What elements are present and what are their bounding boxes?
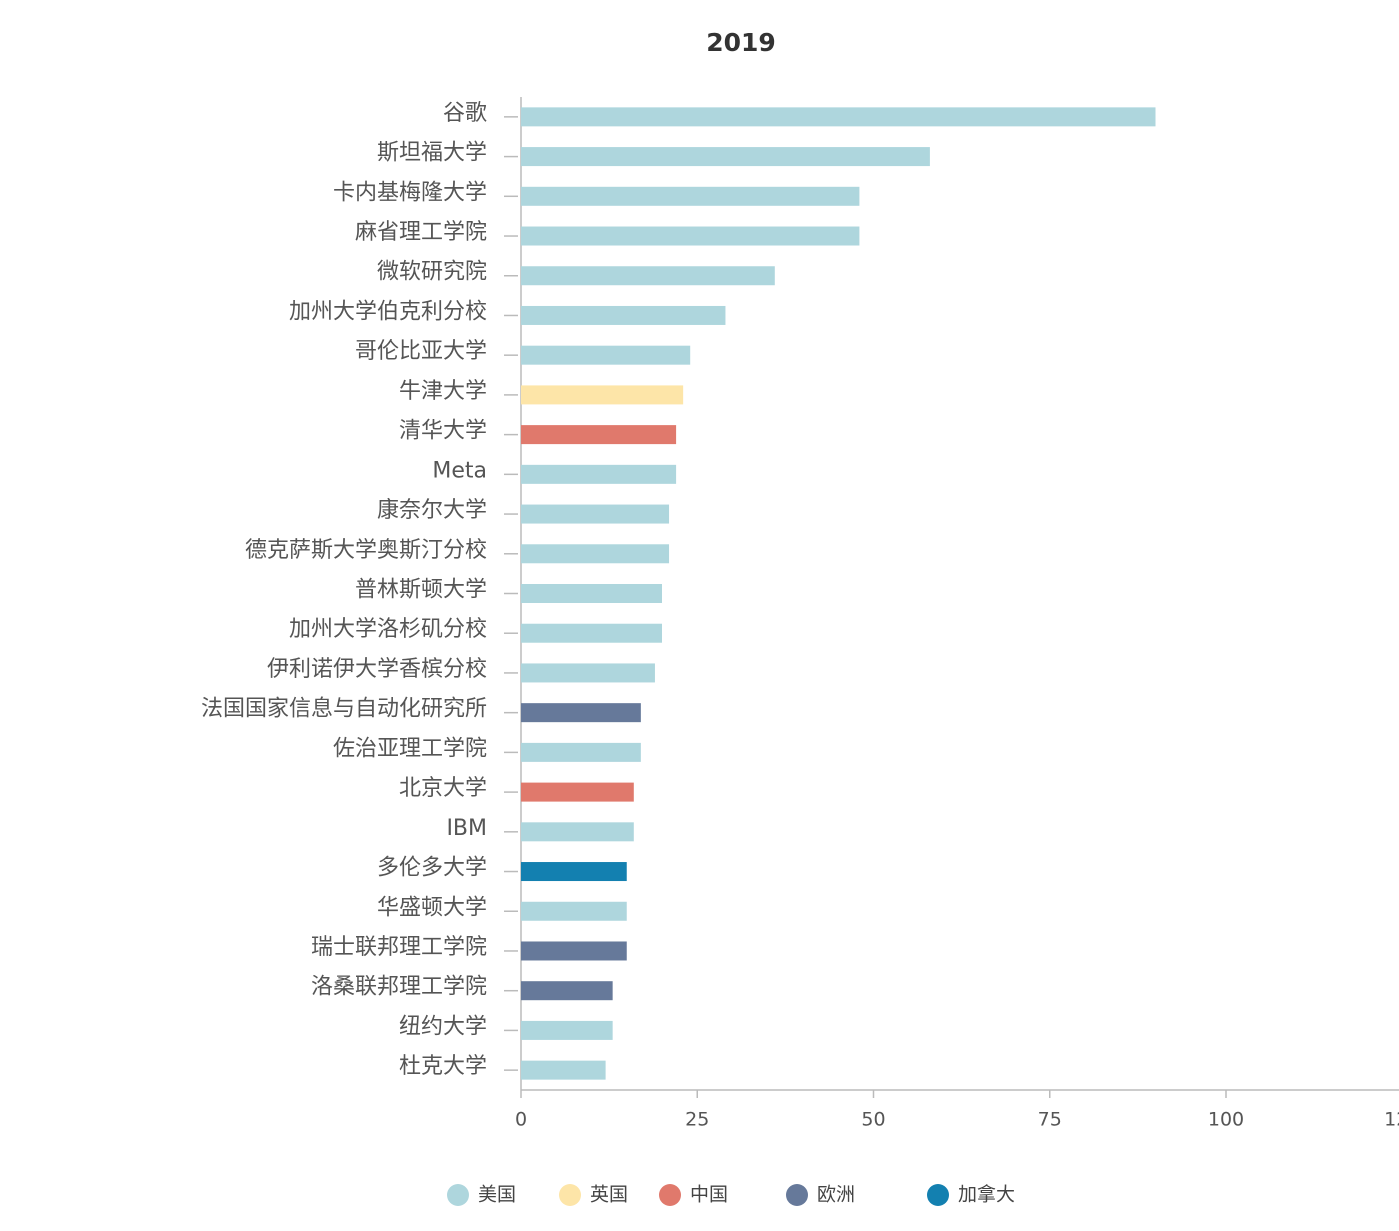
y-tick-label: 康奈尔大学 xyxy=(377,498,487,523)
legend-label: 欧洲 xyxy=(817,1184,855,1206)
y-tick-label: 佐治亚理工学院 xyxy=(333,736,487,761)
legend-swatch xyxy=(786,1184,808,1206)
y-tick-label: 纽约大学 xyxy=(399,1014,487,1039)
legend-label: 英国 xyxy=(590,1184,628,1206)
bar xyxy=(521,464,677,484)
y-tick-label: 加州大学伯克利分校 xyxy=(289,299,487,324)
y-tick-label: 法国国家信息与自动化研究所 xyxy=(201,697,487,722)
y-tick-label: 麻省理工学院 xyxy=(355,220,487,245)
legend-label: 中国 xyxy=(690,1184,728,1206)
legend-label: 美国 xyxy=(478,1184,516,1206)
bar xyxy=(521,901,627,921)
bar xyxy=(521,703,641,723)
bar xyxy=(521,147,930,167)
bar xyxy=(521,345,691,365)
legend-label: 加拿大 xyxy=(958,1183,1015,1206)
y-tick-label: 杜克大学 xyxy=(399,1054,487,1079)
y-tick-label: 哥伦比亚大学 xyxy=(355,339,487,364)
bar xyxy=(521,663,655,683)
bar xyxy=(521,544,670,564)
y-tick-label: 斯坦福大学 xyxy=(377,141,487,166)
x-tick-label: 125 xyxy=(1384,1109,1399,1131)
chart-title: 2019 xyxy=(706,28,776,57)
y-tick-label: 瑞士联邦理工学院 xyxy=(311,935,487,960)
bar xyxy=(521,584,662,603)
bar xyxy=(521,305,726,325)
bar xyxy=(521,385,684,405)
bar xyxy=(521,862,627,882)
bar xyxy=(521,981,613,1001)
y-tick-label: 清华大学 xyxy=(399,419,487,444)
bar xyxy=(521,782,634,802)
bar xyxy=(521,107,1156,127)
y-tick-label: 微软研究院 xyxy=(377,260,487,285)
y-tick-label: 多伦多大学 xyxy=(377,856,487,881)
legend-swatch xyxy=(447,1184,469,1206)
bar xyxy=(521,186,860,206)
bar xyxy=(521,1020,613,1040)
y-tick-label: 洛桑联邦理工学院 xyxy=(311,975,487,1000)
x-tick-label: 25 xyxy=(685,1109,709,1131)
legend-swatch xyxy=(927,1184,949,1206)
y-tick-label: 伊利诺伊大学香槟分校 xyxy=(267,657,487,682)
y-tick-label: 普林斯顿大学 xyxy=(355,578,487,603)
y-tick-label: 德克萨斯大学奥斯汀分校 xyxy=(245,538,487,563)
x-tick-label: 0 xyxy=(515,1109,527,1131)
y-tick-label: Meta xyxy=(432,458,487,483)
bar xyxy=(521,266,775,286)
y-tick-label: 牛津大学 xyxy=(399,379,487,404)
legend-swatch xyxy=(559,1184,581,1206)
bar xyxy=(521,822,634,842)
x-tick-label: 75 xyxy=(1038,1109,1062,1131)
x-tick-label: 100 xyxy=(1208,1109,1244,1131)
y-tick-label: 卡内基梅隆大学 xyxy=(333,180,487,205)
y-tick-label: 北京大学 xyxy=(399,776,487,801)
bar xyxy=(521,623,662,643)
bar xyxy=(521,504,670,524)
bar xyxy=(521,226,860,246)
bar xyxy=(521,1060,606,1080)
y-tick-label: 华盛顿大学 xyxy=(377,895,487,920)
x-tick-label: 50 xyxy=(861,1109,885,1131)
y-tick-label: 加州大学洛杉矶分校 xyxy=(289,617,487,642)
bar xyxy=(521,941,627,961)
legend-swatch xyxy=(659,1184,681,1206)
bar xyxy=(521,742,641,762)
y-tick-label: IBM xyxy=(446,816,487,841)
bar xyxy=(521,425,677,445)
y-tick-label: 谷歌 xyxy=(443,101,487,126)
